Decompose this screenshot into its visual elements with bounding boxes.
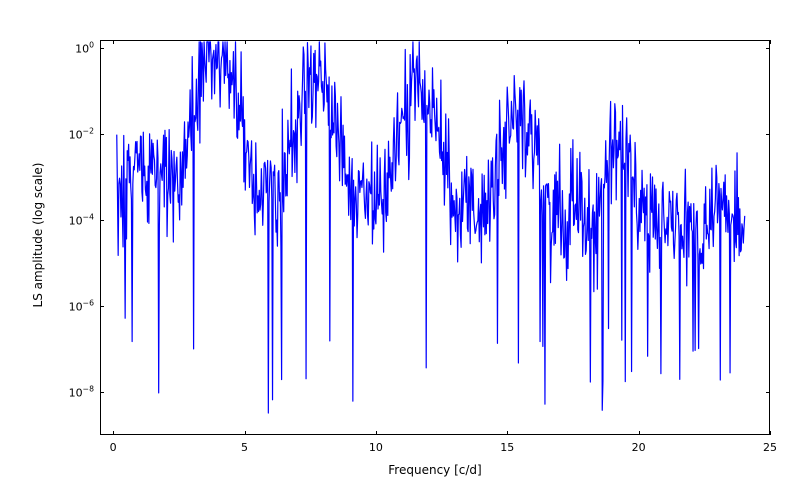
y-tick [766, 220, 770, 221]
x-tick [376, 40, 377, 44]
figure: 0 5 10 15 20 25 10−8 10−6 10−4 10−2 100 Frequency … [0, 0, 800, 500]
x-axis-label: Frequency [c/d] [375, 463, 495, 477]
x-tick-label: 25 [763, 441, 777, 454]
x-tick [507, 40, 508, 44]
y-tick-label: 10−2 [69, 126, 94, 141]
x-tick [770, 431, 771, 435]
y-tick [766, 48, 770, 49]
y-tick [100, 48, 104, 49]
y-tick [100, 392, 104, 393]
y-tick [100, 220, 104, 221]
x-tick [113, 40, 114, 44]
x-tick [113, 431, 114, 435]
x-tick [245, 40, 246, 44]
x-tick [639, 40, 640, 44]
y-axis-label: LS amplitude (log scale) [31, 155, 45, 315]
y-tick [766, 134, 770, 135]
x-tick [639, 431, 640, 435]
x-tick-label: 10 [369, 441, 383, 454]
x-tick-label: 0 [110, 441, 117, 454]
y-tick-label: 10−8 [69, 385, 94, 400]
y-tick-label: 100 [75, 40, 94, 55]
y-tick [766, 306, 770, 307]
x-tick [770, 40, 771, 44]
spectrum-line [117, 42, 745, 413]
plot-area [100, 40, 770, 435]
x-tick-label: 20 [632, 441, 646, 454]
spectrum-line-svg [101, 41, 771, 436]
y-tick [100, 134, 104, 135]
y-tick-label: 10−4 [69, 212, 94, 227]
y-tick-label: 10−6 [69, 299, 94, 314]
y-tick [766, 392, 770, 393]
x-tick [376, 431, 377, 435]
x-tick-label: 15 [500, 441, 514, 454]
x-tick [245, 431, 246, 435]
x-tick-label: 5 [241, 441, 248, 454]
y-tick [100, 306, 104, 307]
x-tick [507, 431, 508, 435]
